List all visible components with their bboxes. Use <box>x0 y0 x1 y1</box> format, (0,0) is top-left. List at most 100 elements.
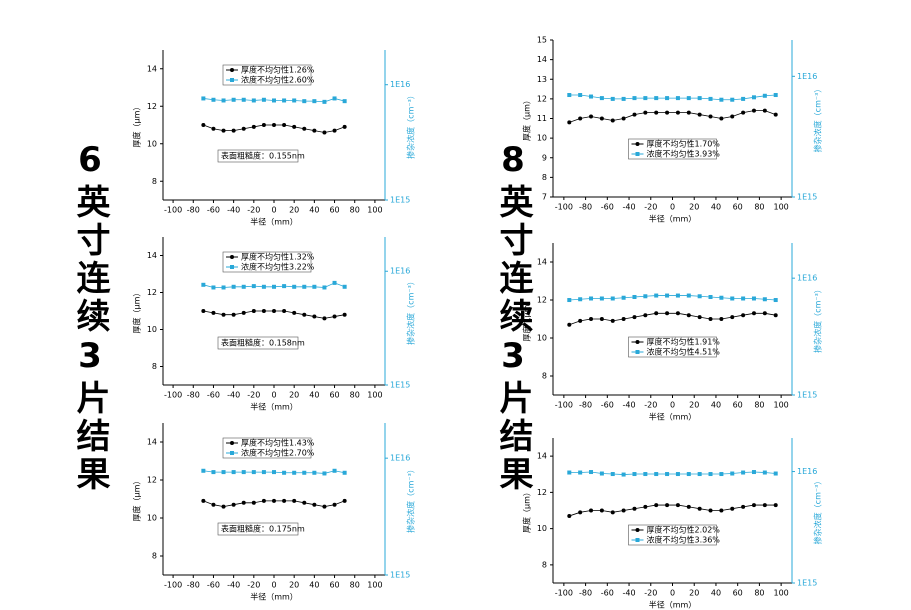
marker <box>221 285 226 290</box>
y-tick-label: 12 <box>537 488 547 497</box>
marker <box>251 124 256 129</box>
y-tick-label: 10 <box>147 139 157 148</box>
marker <box>751 311 756 316</box>
marker <box>686 472 691 477</box>
annotation-box <box>217 522 299 536</box>
x-tick-label: 100 <box>367 581 382 590</box>
marker <box>654 293 659 298</box>
marker <box>251 284 256 289</box>
y2-tick-label: 1E15 <box>797 579 817 588</box>
marker <box>302 500 307 505</box>
x-tick-label: 20 <box>689 589 699 598</box>
marker <box>708 96 713 101</box>
marker <box>231 502 236 507</box>
x-tick-label: -60 <box>601 589 614 598</box>
marker <box>251 98 256 103</box>
marker <box>261 123 266 127</box>
marker <box>261 309 266 313</box>
marker <box>610 118 615 123</box>
x-tick-label: -40 <box>623 401 636 410</box>
marker <box>654 503 659 508</box>
marker <box>332 96 337 101</box>
x-tick-label: 40 <box>711 203 721 212</box>
y-tick-label: 15 <box>537 36 547 45</box>
marker <box>211 126 216 131</box>
marker <box>751 108 756 113</box>
y-tick-label: 14 <box>537 258 547 267</box>
y-tick-label: 12 <box>147 288 157 297</box>
marker <box>686 504 691 509</box>
marker <box>632 315 637 320</box>
marker <box>675 293 680 298</box>
marker <box>762 503 767 508</box>
marker <box>292 98 297 103</box>
marker <box>201 468 206 473</box>
x-tick-label: -80 <box>579 401 592 410</box>
marker <box>599 116 604 121</box>
marker <box>762 93 767 98</box>
side-label: 8英寸连续3片结果 <box>493 140 533 494</box>
y-tick-label: 9 <box>542 153 547 162</box>
marker <box>251 500 256 505</box>
legend-label: 厚度不均匀性1.43% <box>241 438 315 448</box>
marker <box>654 96 659 101</box>
marker <box>322 99 327 104</box>
marker <box>292 310 297 315</box>
legend-label: 浓度不均匀性4.51% <box>647 347 721 357</box>
legend-label: 浓度不均匀性3.93% <box>647 149 721 159</box>
marker <box>610 296 615 301</box>
marker <box>282 309 287 313</box>
marker <box>697 294 702 299</box>
x-tick-label: 40 <box>309 581 319 590</box>
marker <box>342 284 347 289</box>
x-tick-label: 100 <box>367 391 382 400</box>
marker <box>201 123 206 127</box>
marker <box>302 312 307 317</box>
marker <box>332 468 337 473</box>
marker <box>697 472 702 477</box>
legend-box <box>628 524 717 546</box>
x-tick-label: -20 <box>247 206 260 215</box>
marker <box>567 93 572 98</box>
marker <box>751 470 756 475</box>
x-tick-label: -60 <box>601 401 614 410</box>
y-tick-label: 11 <box>537 114 547 123</box>
marker <box>686 293 691 298</box>
x-tick-label: 40 <box>711 589 721 598</box>
annotation: 表面粗糙度：0.155nm <box>221 151 305 161</box>
x-tick-label: 20 <box>289 581 299 590</box>
marker <box>272 309 276 313</box>
marker <box>241 500 246 505</box>
marker <box>773 93 778 98</box>
x-tick-label: -60 <box>601 203 614 212</box>
marker <box>708 472 713 477</box>
marker <box>272 498 276 503</box>
y-tick-label: 12 <box>537 296 547 305</box>
y-tick-label: 8 <box>152 362 157 371</box>
marker <box>632 96 637 101</box>
x-tick-label: -60 <box>207 206 220 215</box>
marker <box>773 112 778 117</box>
marker <box>643 110 648 115</box>
y2-tick-label: 1E16 <box>797 72 817 81</box>
x-tick-label: -100 <box>555 401 573 410</box>
marker <box>312 314 317 319</box>
y-tick-label: 10 <box>147 325 157 334</box>
legend-marker <box>635 340 640 344</box>
marker <box>762 297 767 302</box>
marker <box>741 296 746 301</box>
marker <box>654 472 659 477</box>
x-tick-label: -20 <box>644 589 657 598</box>
marker <box>741 470 746 475</box>
marker <box>342 498 347 503</box>
y2-tick-label: 1E16 <box>797 467 817 476</box>
marker <box>589 470 594 475</box>
marker <box>589 94 594 99</box>
x-tick-label: -60 <box>207 391 220 400</box>
marker <box>719 317 724 321</box>
marker <box>621 317 626 321</box>
legend-marker <box>230 68 234 72</box>
marker <box>342 99 347 104</box>
y2-axis-label: 掺杂浓度（cm⁻³） <box>813 285 823 353</box>
x-tick-label: -80 <box>187 581 200 590</box>
